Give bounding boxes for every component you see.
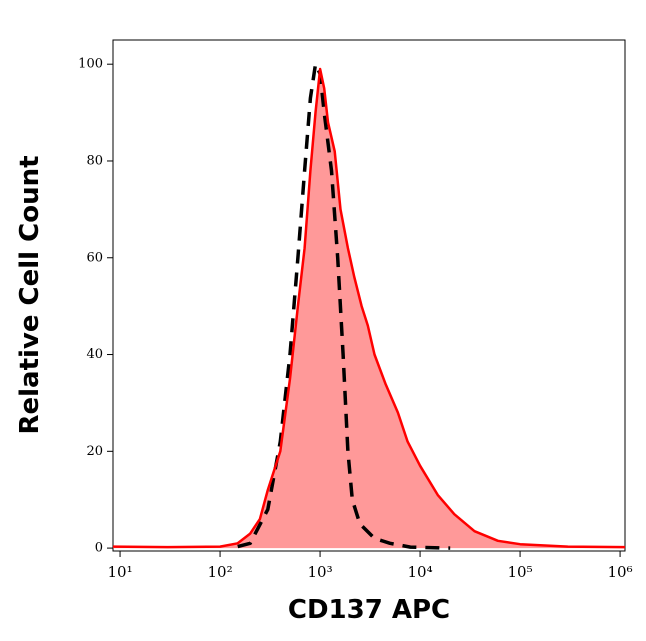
- y-tick-label: 0: [95, 541, 103, 556]
- x-tick-label: 10⁴: [408, 563, 433, 581]
- x-axis-title: CD137 APC: [288, 595, 450, 625]
- x-tick-label: 10²: [208, 563, 233, 581]
- histogram-line: [112, 67, 626, 549]
- dashed-line: [237, 62, 451, 550]
- plot-frame: [112, 39, 626, 552]
- x-tick-label: 10⁵: [508, 563, 533, 581]
- x-tick-label: 10³: [308, 563, 333, 581]
- x-tick-label: 10⁶: [608, 563, 633, 581]
- area-fill: [113, 69, 625, 549]
- y-axis-title: Relative Cell Count: [15, 155, 45, 434]
- y-tick-label: 80: [86, 153, 103, 168]
- y-tick-label: 20: [86, 444, 103, 459]
- x-tick-label: 10¹: [108, 563, 133, 581]
- y-tick-label: 60: [86, 250, 103, 265]
- y-tick-label: 40: [86, 347, 103, 362]
- y-tick-label: 100: [78, 57, 103, 72]
